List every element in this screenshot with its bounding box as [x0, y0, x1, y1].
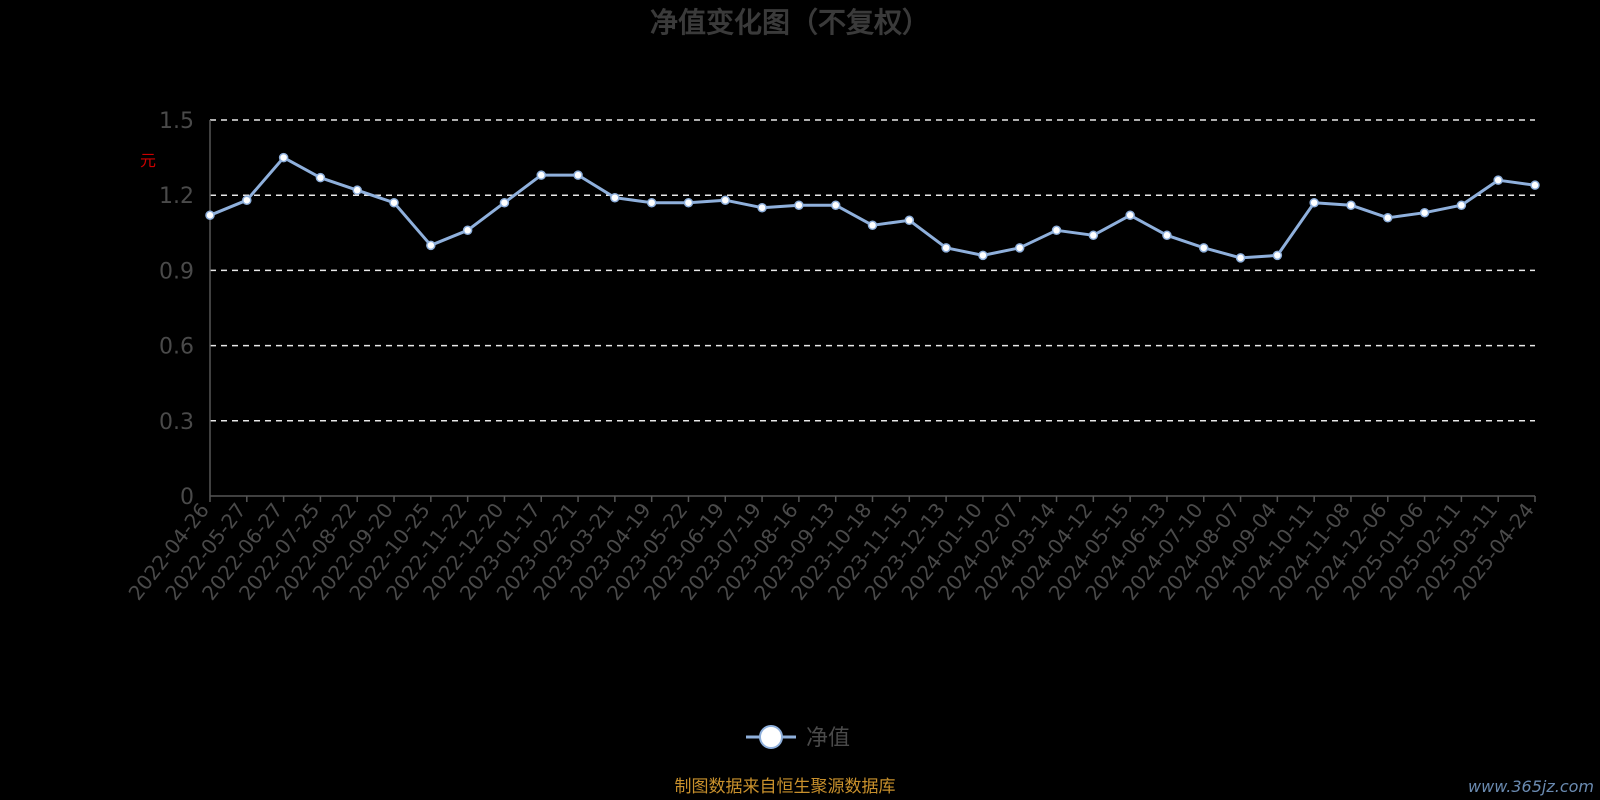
data-point[interactable] [867, 220, 878, 231]
data-point[interactable] [610, 192, 620, 203]
data-point[interactable] [683, 197, 694, 208]
data-point[interactable] [978, 250, 988, 261]
y-tick-label: 0.3 [159, 410, 194, 435]
data-point[interactable] [1530, 180, 1540, 190]
legend-label: 净值 [806, 726, 850, 751]
legend[interactable]: 净值 [746, 725, 850, 751]
data-point[interactable] [1456, 200, 1467, 210]
data-point[interactable] [242, 195, 252, 205]
y-tick-label: 0 [180, 485, 194, 510]
data-point[interactable] [1125, 210, 1135, 221]
data-point[interactable] [1419, 207, 1430, 218]
data-point[interactable] [389, 197, 399, 208]
data-point[interactable] [1051, 225, 1062, 236]
series-navps [205, 152, 1540, 263]
y-tick-labels: 0 0.3 0.6 0.9 1.2 1.5 [159, 109, 194, 510]
data-point[interactable] [1493, 175, 1503, 185]
data-point[interactable] [1235, 253, 1246, 263]
data-point[interactable] [1309, 197, 1319, 208]
data-point[interactable] [352, 185, 362, 195]
data-point[interactable] [1346, 200, 1356, 210]
data-point[interactable] [499, 197, 510, 208]
data-point[interactable] [1088, 230, 1099, 241]
data-point[interactable] [1272, 250, 1283, 261]
data-point[interactable] [1014, 243, 1025, 253]
y-tick-label: 0.9 [159, 259, 194, 284]
axes [209, 120, 1535, 497]
grid-lines [210, 119, 1535, 422]
y-tick-label: 0.6 [159, 335, 194, 360]
data-point[interactable] [315, 172, 326, 183]
x-tick-labels: 2022-04-262022-05-272022-06-272022-07-25… [123, 496, 1539, 605]
y-tick-label: 1.5 [159, 109, 194, 134]
data-point[interactable] [205, 210, 215, 221]
watermark: www.365jz.com [1468, 777, 1594, 796]
y-tick-label: 1.2 [159, 184, 194, 209]
data-point[interactable] [1162, 230, 1172, 241]
data-point[interactable] [462, 225, 473, 236]
data-point[interactable] [794, 200, 804, 210]
chart-title: 净值变化图（不复权） [650, 6, 930, 39]
series-line [209, 156, 1536, 260]
data-point[interactable] [1199, 243, 1209, 253]
y-unit-label: 元 [140, 151, 156, 170]
data-point[interactable] [830, 200, 841, 210]
data-point[interactable] [573, 170, 583, 180]
data-point[interactable] [904, 215, 915, 226]
data-point[interactable] [757, 202, 767, 213]
data-point[interactable] [1383, 213, 1393, 223]
data-point[interactable] [536, 170, 546, 180]
legend-marker-icon [759, 725, 783, 749]
source-note: 制图数据来自恒生聚源数据库 [675, 777, 896, 797]
data-point[interactable] [941, 243, 951, 253]
data-point[interactable] [646, 197, 657, 208]
data-point[interactable] [720, 195, 731, 205]
data-point[interactable] [278, 152, 289, 163]
data-point[interactable] [426, 240, 436, 251]
